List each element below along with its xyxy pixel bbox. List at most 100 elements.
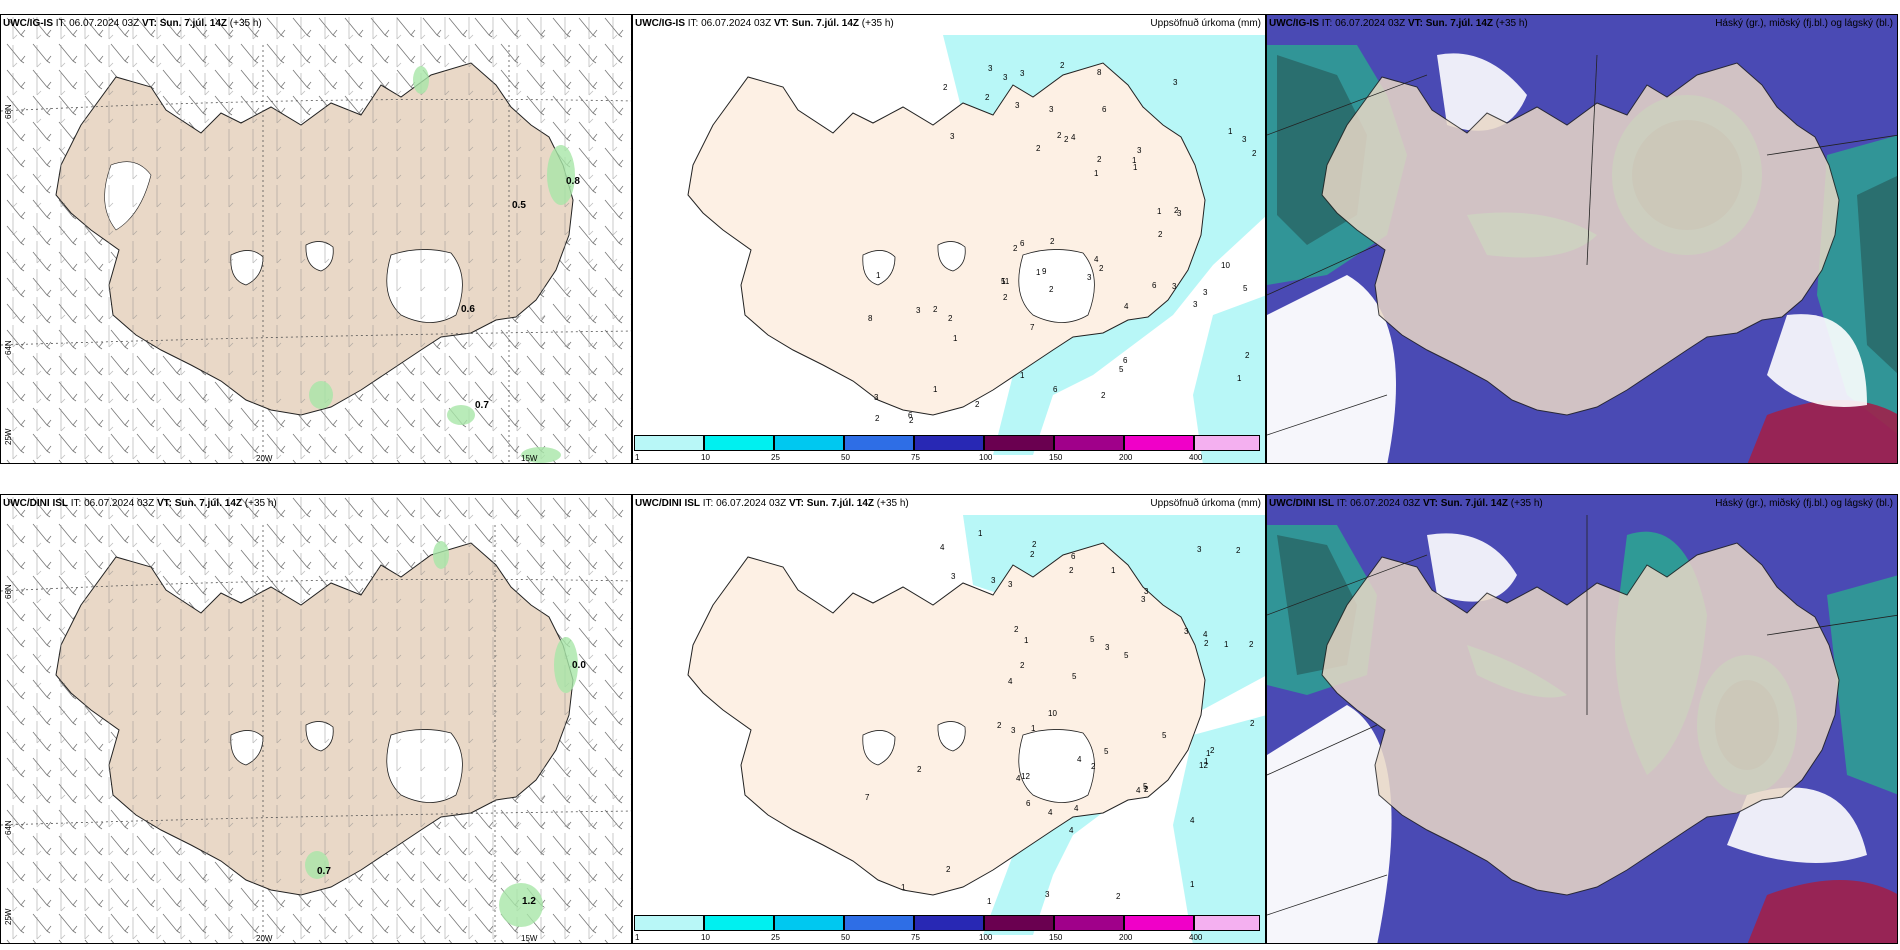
model-name: UWC/IG-IS — [1269, 18, 1319, 29]
colorbar-cell — [914, 435, 984, 451]
lead-time: (+35 h) — [876, 498, 909, 509]
panel-header: UWC/DINI ISL IT: 06.07.2024 03Z VT: Sun.… — [635, 498, 909, 509]
precip-number: 3 — [988, 64, 993, 73]
it-value: 06.07.2024 03Z — [84, 498, 155, 509]
lat-66-label: 66N — [4, 584, 13, 599]
precip-number: 1 — [1111, 566, 1116, 575]
colorbar-tick: 25 — [771, 933, 780, 942]
lead-time: (+35 h) — [861, 18, 894, 29]
cloud-map-top — [1267, 15, 1897, 463]
colorbar-tick: 100 — [979, 453, 993, 462]
precip-number: 7 — [1030, 323, 1035, 332]
precip-number: 2 — [1003, 293, 1008, 302]
colorbar-tick: 10 — [701, 453, 710, 462]
it-label: IT: — [1336, 498, 1348, 509]
cloud-map-bottom — [1267, 495, 1897, 943]
vt-label: VT: — [788, 498, 804, 509]
precip-number: 2 — [1236, 546, 1241, 555]
precip-number: 2 — [1252, 149, 1257, 158]
precip-number: 4 — [1077, 755, 1082, 764]
wind-value-label: 0.6 — [461, 304, 475, 315]
precip-number: 2 — [1099, 264, 1104, 273]
precip-number: 3 — [1242, 135, 1247, 144]
precip-number: 1 — [1031, 724, 1036, 733]
colorbar-cell — [774, 915, 844, 931]
precip-number: 2 — [875, 414, 880, 423]
colorbar-cell — [1054, 915, 1124, 931]
precip-number: 3 — [1144, 587, 1149, 596]
precip-number: 2 — [1249, 640, 1254, 649]
precip-number: 3 — [1203, 288, 1208, 297]
precip-number: 2 — [933, 305, 938, 314]
wind-value-label: 0.5 — [512, 200, 526, 211]
precip-number: 7 — [1143, 785, 1148, 794]
precip-number: 2 — [1204, 639, 1209, 648]
precip-number: 2 — [997, 721, 1002, 730]
colorbar-cell — [844, 435, 914, 451]
precip-number: 2 — [1049, 285, 1054, 294]
model-name: UWC/IG-IS — [3, 18, 53, 29]
it-value: 06.07.2024 03Z — [1335, 18, 1406, 29]
iceland-landmass — [1321, 62, 1840, 416]
colorbar-cell — [1194, 915, 1260, 931]
wind-green-areas — [309, 66, 575, 463]
colorbar-tick: 50 — [841, 933, 850, 942]
precip-number: 3 — [1177, 209, 1182, 218]
wind-value-label: 0.0 — [572, 660, 586, 671]
colorbar-cell — [774, 435, 844, 451]
precip-number: 2 — [1013, 244, 1018, 253]
precip-number: 1 — [1132, 156, 1137, 165]
precip-colorbar: 1 10 25 50 75 100 150 200 400 — [634, 915, 1260, 943]
precip-number: 3 — [1184, 627, 1189, 636]
lon-20-label: 20W — [256, 454, 273, 463]
lead-time: (+35 h) — [229, 18, 262, 29]
precip-number: 2 — [1050, 237, 1055, 246]
vt-label: VT: — [1422, 498, 1438, 509]
lat-64-label: 64N — [4, 820, 13, 835]
colorbar-tick: 1 — [635, 453, 640, 462]
precip-number: 2 — [943, 83, 948, 92]
cloud-title: Háský (gr.), miðský (fj.bl.) og lágský (… — [1715, 498, 1893, 509]
precip-number: 1 — [1020, 371, 1025, 380]
colorbar-cell — [1124, 435, 1194, 451]
wind-value-labels: 0.8 0.5 0.6 0.7 — [461, 176, 580, 411]
precip-number: 2 — [946, 865, 951, 874]
precip-number: 6 — [1026, 799, 1031, 808]
cloud-title: Háský (gr.), miðský (fj.bl.) og lágský (… — [1715, 18, 1893, 29]
precip-number: 1 — [1204, 757, 1209, 766]
precip-number: 1 — [1094, 169, 1099, 178]
vt-label: VT: — [773, 18, 789, 29]
precip-number: 2 — [1158, 230, 1163, 239]
colorbar-cell — [1054, 435, 1124, 451]
vt-value: Sun. 7.júl. 14Z — [174, 498, 242, 509]
wind-value-label: 0.8 — [566, 176, 580, 187]
precip-number: 4 — [1203, 630, 1208, 639]
colorbar-cell — [704, 435, 774, 451]
colorbar-cell — [1124, 915, 1194, 931]
precip-number: 9 — [1042, 267, 1047, 276]
precip-number: 1 — [987, 897, 992, 906]
precip-number: 5 — [1162, 731, 1167, 740]
it-value: 06.07.2024 03Z — [701, 18, 772, 29]
colorbar-cell — [1194, 435, 1260, 451]
precip-colorbar: 1 10 25 50 75 100 150 200 400 — [634, 435, 1260, 463]
precip-number: 4 — [1069, 826, 1074, 835]
precip-number: 1 — [1224, 640, 1229, 649]
precip-number: 3 — [1049, 105, 1054, 114]
graticule — [1, 525, 631, 943]
precip-number: 3 — [1045, 890, 1050, 899]
precip-number: 10 — [1048, 709, 1057, 718]
precip-number: 2 — [1250, 719, 1255, 728]
cloud-panel-bottom: UWC/DINI ISL IT: 06.07.2024 03Z VT: Sun.… — [1266, 494, 1898, 944]
precip-number: 5 — [1104, 747, 1109, 756]
lead-time: (+35 h) — [1510, 498, 1543, 509]
model-name: UWC/DINI ISL — [635, 498, 700, 509]
lon-15-label: 15W — [521, 934, 538, 943]
wind-panel-bottom: 66N 64N 25W 20W 15W 0.0 0.7 1.2 UWC/DINI I… — [0, 494, 632, 944]
colorbar-tick: 50 — [841, 453, 850, 462]
precip-number: 2 — [1097, 155, 1102, 164]
vt-value: Sun. 7.júl. 14Z — [159, 18, 227, 29]
colorbar-cell — [914, 915, 984, 931]
precip-number: 1 — [953, 334, 958, 343]
precip-number: 2 — [1210, 746, 1215, 755]
